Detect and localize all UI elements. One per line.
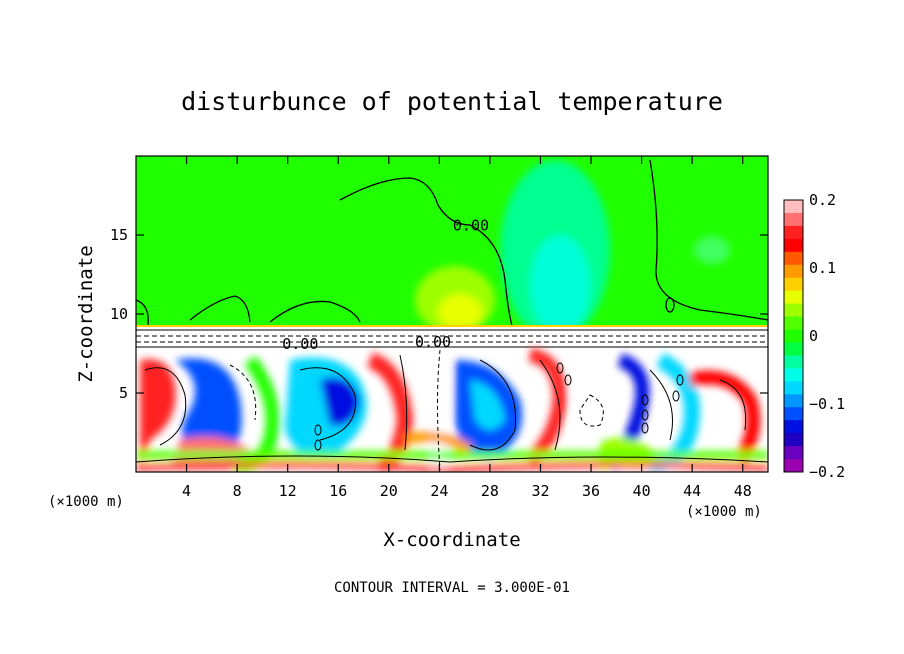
colorbar-swatch — [784, 355, 803, 369]
colorbar-swatch — [784, 212, 803, 227]
colorbar-tick-label: −0.2 — [809, 463, 845, 481]
x-unit-left: (×1000 m) — [48, 494, 124, 510]
upper-layer-anomalies — [415, 160, 730, 340]
colorbar-swatch — [784, 303, 803, 318]
colorbar: 0.2 0.1 0 −0.1 −0.2 — [783, 191, 845, 481]
lower-layer-eddies — [136, 348, 768, 472]
contour-label: 0.00 — [453, 216, 489, 234]
cool-anomaly-right — [694, 236, 730, 264]
colorbar-frame — [783, 199, 804, 473]
x-tick-label: 36 — [582, 482, 600, 500]
contour-labels: 0.00 0.00 0.00 — [282, 216, 489, 353]
colorbar-swatch — [784, 394, 803, 408]
y-tick-label: 5 — [119, 384, 128, 402]
contour-small-mid — [269, 300, 361, 323]
colorbar-swatch — [784, 433, 803, 447]
colorbar-tick-label: −0.1 — [809, 395, 845, 413]
colorbar-swatch — [784, 264, 803, 279]
colorbar-swatch — [784, 459, 803, 473]
transition-band — [136, 326, 768, 348]
warm-anomaly-core — [438, 294, 482, 330]
y-tick-label: 15 — [110, 226, 128, 244]
x-tick-label: 24 — [430, 482, 448, 500]
y-axis: 5 10 15 — [110, 226, 768, 402]
colorbar-swatch — [784, 407, 803, 421]
contour-label: 0.00 — [282, 335, 318, 353]
colorbar-swatch — [784, 251, 803, 266]
contour-small-left — [189, 295, 251, 323]
x-tick-label: 40 — [633, 482, 651, 500]
colorbar-swatch — [784, 368, 803, 382]
contour-label: 0.00 — [415, 333, 451, 351]
y-tick-label: 10 — [110, 305, 128, 323]
x-tick-label: 32 — [531, 482, 549, 500]
colorbar-swatch — [784, 238, 803, 253]
chart-title: disturbunce of potential temperature — [181, 87, 723, 116]
x-tick-label: 20 — [380, 482, 398, 500]
plot-area: 0.00 0.00 0.00 — [135, 155, 769, 473]
cool-anomaly-core — [530, 235, 590, 335]
x-axis-label: X-coordinate — [383, 529, 520, 551]
colorbar-tick-label: 0.2 — [809, 191, 836, 209]
lower-layer-contours — [136, 349, 768, 471]
x-tick-label: 16 — [329, 482, 347, 500]
colorbar-tick-label: 0 — [809, 327, 818, 345]
colorbar-swatch — [784, 329, 803, 343]
x-tick-label: 8 — [233, 482, 242, 500]
contour-edge-left — [136, 299, 149, 326]
x-tick-label: 44 — [683, 482, 701, 500]
colorbar-swatch — [784, 225, 803, 240]
x-axis: 4 8 12 16 20 24 28 32 36 40 44 48 — [182, 156, 752, 500]
x-tick-label: 28 — [481, 482, 499, 500]
x-unit-right: (×1000 m) — [686, 504, 762, 520]
colorbar-swatch — [784, 277, 803, 292]
contour-zero-right — [649, 159, 768, 321]
x-tick-label: 12 — [279, 482, 297, 500]
colorbar-swatch — [784, 342, 803, 356]
contour-zero-upper — [339, 177, 513, 327]
colorbar-swatch — [784, 290, 803, 305]
colorbar-swatch — [784, 381, 803, 395]
colorbar-swatch — [784, 200, 803, 214]
x-tick-label: 48 — [734, 482, 752, 500]
colorbar-swatch — [784, 420, 803, 434]
contour-small-ring — [665, 297, 675, 313]
colorbar-tick-label: 0.1 — [809, 259, 836, 277]
colorbar-swatch — [784, 446, 803, 460]
y-axis-label: Z-coordinate — [75, 245, 97, 382]
colorbar-swatch — [784, 316, 803, 331]
x-tick-label: 4 — [182, 482, 191, 500]
contour-interval-note: CONTOUR INTERVAL = 3.000E-01 — [334, 580, 570, 596]
